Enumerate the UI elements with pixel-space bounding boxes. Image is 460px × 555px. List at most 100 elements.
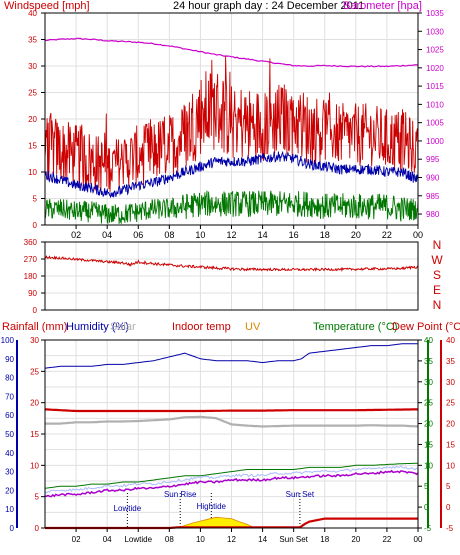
annotation-hightide: Hightide [197,502,227,511]
tick-label-hour: 02 [72,535,81,544]
tick-label-wind: 10 [28,168,37,177]
legend-humidity: Humidity (%) [66,321,129,333]
tick-label-rainfall: 0 [35,524,40,533]
tick-label-rainfall: 30 [30,336,39,345]
tick-label-temperature: 40 [424,336,433,345]
tick-label-baro: 980 [426,210,440,219]
tick-label-dewpoint: -5 [446,524,454,533]
tick-label-humidity: 90 [5,355,14,364]
tick-label-temperature: 35 [424,357,433,366]
tick-label-hour: 22 [382,230,392,240]
legend-dew-point: Dew Point (°C) [392,321,460,333]
tick-label-dewpoint: 30 [446,378,455,387]
compass-label: N [433,298,442,312]
series-average [45,150,419,199]
tick-label-dewpoint: 0 [446,503,451,512]
annotation-sun-rise: Sun Rise [164,490,197,499]
tick-label-temperature: -5 [424,524,432,533]
tick-label-wind: 40 [28,9,37,18]
tick-label-hour: 20 [351,535,360,544]
tick-label-humidity: 0 [10,524,15,533]
panel2-series [44,255,419,272]
tick-label-temperature: 10 [424,461,433,470]
tick-label-humidity: 30 [5,468,14,477]
tick-label-hour: 12 [227,535,236,544]
tick-label-baro: 1005 [426,119,444,128]
tick-label-temperature: 0 [424,503,429,512]
tick-label-baro: 1000 [426,137,444,146]
tick-label-humidity: 20 [5,486,14,495]
series-dewpoint-haze [44,465,419,494]
series-dewpoint [44,469,419,498]
tick-label-hour: 20 [351,230,361,240]
tick-label-rainfall: 20 [30,399,39,408]
tick-label-hour: 10 [196,535,205,544]
tick-label-hour: Sun Set [279,535,308,544]
legend-temperature: Temperature (°C) [313,321,397,333]
tick-label-hour: 14 [258,230,268,240]
legend-indoor-temp: Indoor temp [172,321,231,333]
series-temperature [44,462,419,489]
tick-label-hour: 00 [414,535,423,544]
tick-label-baro: 1020 [426,64,444,73]
wind-axis-title: Windspeed [mph] [4,0,90,12]
annotation-lowtide: Lowtide [114,504,142,513]
tick-label-humidity: 50 [5,430,14,439]
tick-label-baro: 985 [426,192,440,201]
tick-label-rainfall: 15 [30,430,39,439]
tick-label-hour: 08 [164,230,174,240]
tick-label-hour: 14 [258,535,267,544]
tick-label-wind: 25 [28,89,37,98]
panel3-axes: 1009080706050403020100302520151050403530… [1,336,456,544]
tick-label-hour: 06 [133,230,143,240]
tick-label-baro: 1010 [426,100,444,109]
series-indoor [45,408,418,413]
tick-label-direction: 270 [24,255,38,264]
tick-label-hour: 12 [226,230,236,240]
tick-label-hour: 22 [382,535,391,544]
panel3-grid [45,339,419,529]
panel1-series [44,37,419,225]
tick-label-humidity: 10 [5,505,14,514]
panel3-series [44,343,419,530]
tick-label-temperature: 5 [424,482,429,491]
tick-label-dewpoint: 35 [446,357,455,366]
tick-label-baro: 995 [426,155,440,164]
tick-label-direction: 360 [24,238,38,247]
series-humidity [44,343,418,369]
tick-label-hour: 10 [195,230,205,240]
tick-label-temperature: 15 [424,440,433,449]
tick-label-humidity: 70 [5,392,14,401]
tick-label-rainfall: 5 [35,493,40,502]
tick-label-humidity: 40 [5,449,14,458]
tick-label-direction: 0 [33,306,38,315]
series-solar [45,415,419,428]
series-gust [44,56,419,192]
baro-axis-title: Barometer [hpa] [343,0,422,12]
tick-label-dewpoint: 25 [446,399,455,408]
tick-label-baro: 990 [426,173,440,182]
series-wind [44,190,419,225]
legend-solar: Solar [110,321,136,333]
tick-label-direction: 180 [24,272,38,281]
series-direction [44,255,419,272]
tick-label-hour: 04 [102,230,112,240]
tick-label-rainfall: 10 [30,461,39,470]
tick-label-wind: 0 [33,221,38,230]
tick-label-direction: 90 [28,289,37,298]
tick-label-hour: 16 [289,230,299,240]
tick-label-hour: 08 [165,535,174,544]
tick-label-wind: 15 [28,142,37,151]
series-rainfall [45,517,418,530]
tick-label-temperature: 25 [424,399,433,408]
tick-label-temperature: 30 [424,378,433,387]
tick-label-wind: 5 [33,195,38,204]
tick-label-humidity: 100 [1,336,15,345]
tick-label-hour: 02 [71,230,81,240]
tick-label-hour: 18 [320,535,329,544]
compass-label: W [431,253,443,267]
tick-label-rainfall: 25 [30,367,39,376]
panel1-axes: 4035302520151050103510301025102010151010… [28,9,444,240]
